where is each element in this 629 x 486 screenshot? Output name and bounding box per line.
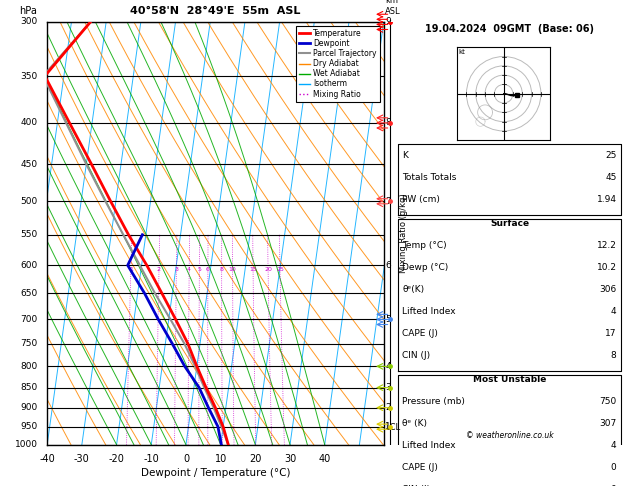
Text: 800: 800 [21, 362, 38, 371]
Text: 4: 4 [386, 362, 391, 371]
Text: 1000: 1000 [14, 440, 38, 449]
Text: km
ASL: km ASL [386, 0, 401, 16]
Text: 500: 500 [21, 197, 38, 206]
Text: Lifted Index: Lifted Index [403, 441, 456, 450]
Text: 400: 400 [21, 119, 38, 127]
Text: Pressure (mb): Pressure (mb) [403, 397, 465, 406]
Text: 307: 307 [599, 419, 616, 428]
Text: -40: -40 [39, 454, 55, 464]
Text: -30: -30 [74, 454, 90, 464]
Text: 6: 6 [386, 261, 391, 270]
Text: 350: 350 [21, 71, 38, 81]
Text: 750: 750 [21, 339, 38, 348]
Text: 8: 8 [220, 267, 223, 272]
Text: 7: 7 [386, 197, 391, 206]
Text: 950: 950 [21, 422, 38, 431]
Text: 600: 600 [21, 261, 38, 270]
Text: 8: 8 [386, 119, 391, 127]
Text: 19.04.2024  09GMT  (Base: 06): 19.04.2024 09GMT (Base: 06) [425, 24, 594, 34]
Text: -20: -20 [109, 454, 125, 464]
Text: 3: 3 [174, 267, 179, 272]
Text: 25: 25 [605, 151, 616, 160]
Text: 300: 300 [21, 17, 38, 26]
Text: Surface: Surface [490, 219, 529, 228]
Text: Lifted Index: Lifted Index [403, 307, 456, 316]
Text: θᵉ(K): θᵉ(K) [403, 285, 425, 294]
Text: 0: 0 [611, 485, 616, 486]
Text: 45: 45 [605, 173, 616, 182]
Text: CIN (J): CIN (J) [403, 485, 431, 486]
Text: 4: 4 [611, 441, 616, 450]
Text: 900: 900 [21, 403, 38, 412]
Text: 30: 30 [284, 454, 296, 464]
Text: hPa: hPa [19, 5, 37, 16]
Text: 750: 750 [599, 397, 616, 406]
Text: 306: 306 [599, 285, 616, 294]
Text: Most Unstable: Most Unstable [473, 375, 546, 384]
Text: 9: 9 [386, 17, 391, 26]
Text: 1: 1 [386, 422, 391, 431]
Text: Dewp (°C): Dewp (°C) [403, 263, 448, 272]
Text: -10: -10 [143, 454, 159, 464]
Text: K: K [403, 151, 408, 160]
Text: 12.2: 12.2 [597, 241, 616, 250]
Text: 10.2: 10.2 [596, 263, 616, 272]
Text: 20: 20 [249, 454, 262, 464]
Text: 450: 450 [21, 160, 38, 169]
Text: Dewpoint / Temperature (°C): Dewpoint / Temperature (°C) [141, 468, 290, 478]
Text: 6: 6 [206, 267, 210, 272]
Text: 3: 3 [386, 383, 391, 392]
Text: 0: 0 [183, 454, 189, 464]
Text: Mixing Ratio (g/kg): Mixing Ratio (g/kg) [399, 193, 408, 273]
Text: 15: 15 [249, 267, 257, 272]
Text: Totals Totals: Totals Totals [403, 173, 457, 182]
Text: 1.94: 1.94 [596, 195, 616, 204]
Text: 10: 10 [229, 267, 237, 272]
Text: 850: 850 [21, 383, 38, 392]
Text: © weatheronline.co.uk: © weatheronline.co.uk [465, 432, 554, 440]
Text: Temp (°C): Temp (°C) [403, 241, 447, 250]
Text: 17: 17 [605, 329, 616, 338]
Text: 2: 2 [386, 403, 391, 412]
Text: 10: 10 [214, 454, 227, 464]
Text: 20: 20 [264, 267, 272, 272]
Text: 8: 8 [611, 351, 616, 360]
Text: 5: 5 [386, 315, 391, 324]
Text: 2: 2 [157, 267, 161, 272]
Text: CAPE (J): CAPE (J) [403, 463, 438, 472]
Text: PW (cm): PW (cm) [403, 195, 440, 204]
Text: LCL: LCL [386, 423, 401, 432]
Text: 40: 40 [318, 454, 331, 464]
Text: kt: kt [458, 49, 465, 55]
Text: CAPE (J): CAPE (J) [403, 329, 438, 338]
Text: θᵉ (K): θᵉ (K) [403, 419, 428, 428]
Text: 550: 550 [21, 230, 38, 239]
Text: 650: 650 [21, 289, 38, 298]
Text: 1: 1 [129, 267, 133, 272]
Text: 5: 5 [198, 267, 201, 272]
Legend: Temperature, Dewpoint, Parcel Trajectory, Dry Adiabat, Wet Adiabat, Isotherm, Mi: Temperature, Dewpoint, Parcel Trajectory… [296, 26, 380, 102]
Text: 4: 4 [187, 267, 191, 272]
Text: 700: 700 [21, 315, 38, 324]
Text: 25: 25 [276, 267, 284, 272]
Text: 4: 4 [611, 307, 616, 316]
Text: 40°58'N  28°49'E  55m  ASL: 40°58'N 28°49'E 55m ASL [130, 5, 301, 16]
Text: CIN (J): CIN (J) [403, 351, 431, 360]
Text: 0: 0 [611, 463, 616, 472]
